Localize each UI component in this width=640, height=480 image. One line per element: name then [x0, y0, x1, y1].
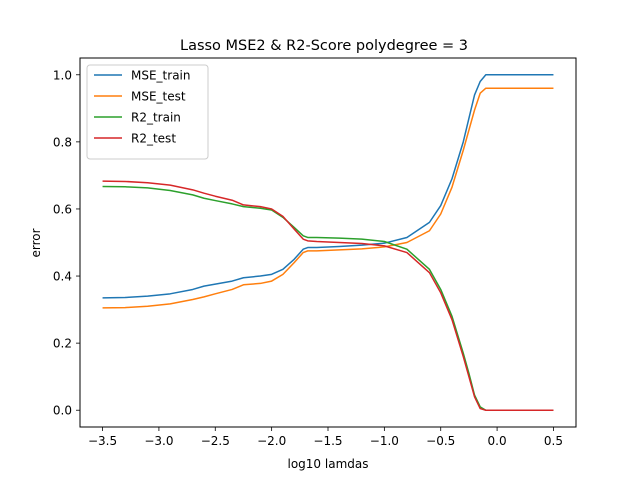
- series-line-mse-train: [102, 74, 554, 299]
- x-tick-label: −3.5: [88, 434, 117, 448]
- legend-label: MSE_train: [131, 69, 190, 83]
- legend: MSE_train MSE_test R2_train R2_test: [86, 64, 209, 160]
- x-tick-label: −2.5: [201, 434, 230, 448]
- series-line-r2-test: [102, 180, 554, 411]
- legend-box: [86, 64, 209, 160]
- x-tick-label: −3.0: [144, 434, 173, 448]
- legend-label: R2_train: [131, 111, 181, 125]
- x-tick-label: −0.5: [426, 434, 455, 448]
- series-line-mse-test: [102, 87, 554, 309]
- ticks-layer: −3.5 −3.0 −2.5 −2.0 −1.5 −1.0 −0.5 0.0 0.5 0.0 0.2…: [53, 68, 563, 448]
- x-axis-label: log10 lamdas: [288, 457, 369, 471]
- y-tick-label: 0.8: [53, 135, 72, 149]
- y-tick-label: 0.0: [53, 404, 72, 418]
- x-tick-label: −1.5: [313, 434, 342, 448]
- series-layer: [102, 74, 554, 411]
- y-tick-label: 0.4: [53, 270, 72, 284]
- x-tick-label: 0.0: [488, 434, 507, 448]
- y-tick-label: 0.6: [53, 202, 72, 216]
- x-tick-label: 0.5: [544, 434, 563, 448]
- legend-label: R2_test: [131, 132, 176, 146]
- x-tick-label: −2.0: [257, 434, 286, 448]
- y-tick-label: 1.0: [53, 68, 72, 82]
- chart-title: Lasso MSE2 & R2-Score polydegree = 3: [180, 38, 468, 54]
- y-axis-label: error: [29, 228, 43, 257]
- y-tick-label: 0.2: [53, 337, 72, 351]
- x-tick-label: −1.0: [370, 434, 399, 448]
- plot-frame: [79, 57, 577, 428]
- legend-label: MSE_test: [131, 90, 186, 104]
